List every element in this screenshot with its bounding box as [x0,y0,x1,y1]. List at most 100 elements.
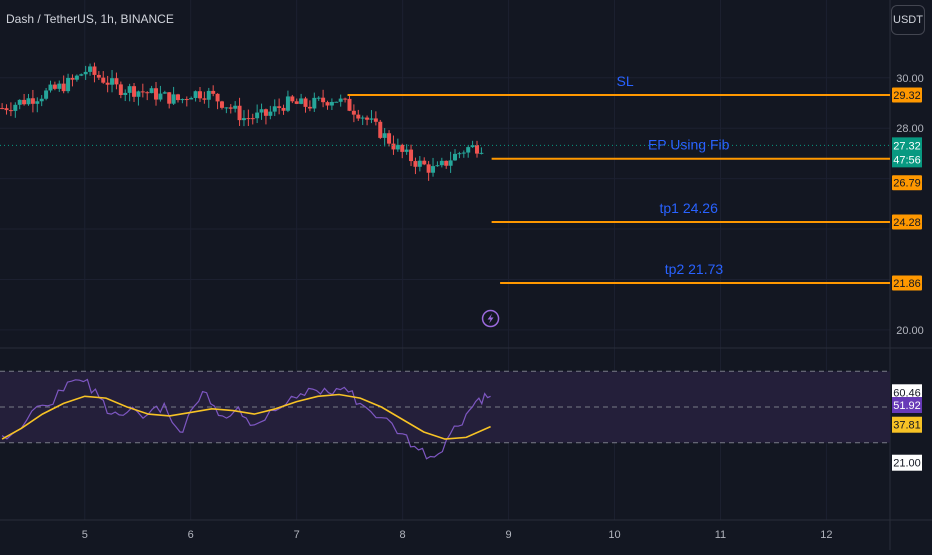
candle-body [448,160,453,166]
candle-body [395,144,400,150]
candle-body [145,92,150,94]
price-tick-label: 30.00 [896,73,924,85]
candle-body [206,90,211,100]
rsi-lower-label: 21.00 [893,458,921,470]
level-label-tp1: tp1 24.26 [659,200,718,216]
candle-body [127,86,132,93]
candle-body [48,84,53,91]
candle-body [228,107,233,109]
candle-body [237,105,242,121]
time-tick-label: 12 [820,529,832,541]
lightning-icon-circle [481,309,500,328]
candle-body [444,160,449,166]
candle-body [391,143,396,150]
candle-body [149,88,154,94]
candle-body [74,75,79,80]
rsi-lines [1,378,491,460]
level-label-tp2: tp2 21.73 [665,261,724,277]
candle-body [461,152,466,154]
candle-body [202,98,207,100]
candle-body [356,114,361,119]
candle-body [39,98,44,102]
candle-body [409,149,414,162]
rsi-ma-label: 37.81 [893,420,921,432]
time-tick-label: 7 [294,529,300,541]
candle-body [382,133,387,138]
rsi-value-label-bg [892,397,922,413]
level-price-tag-tp2-bg [892,275,922,291]
level-label-SL: SL [617,73,634,89]
rsi-lower-label-bg [892,454,922,471]
candle-body [0,108,5,110]
candle-body [110,78,115,85]
candle-body [92,66,97,75]
candle-body [281,107,286,111]
candle-body [167,92,172,104]
time-tick-label: 11 [715,529,726,541]
candle-body [8,110,13,112]
time-tick-label: 5 [82,529,88,541]
candle-body [307,106,312,109]
candle-body [316,97,321,99]
candle-body [338,98,343,102]
candle-body [299,98,304,104]
level-price-tag-EP-bg [892,175,922,191]
candle-body [66,77,71,92]
candle-body [118,84,123,96]
price-tick-label: 28.00 [896,123,924,135]
candle-body [83,71,88,75]
candle-body [321,97,326,103]
price-axis[interactable]: 30.00 28.00 20.00 29.32 26.79 24.28 21.86 27.32… [892,73,924,337]
candle-body [35,101,40,104]
candle-body [241,118,246,121]
time-tick-label: 6 [188,529,194,541]
candle-body [417,160,422,167]
candle-body [219,101,224,108]
candle-body [211,90,216,94]
candle-body [79,74,84,76]
time-axis[interactable]: 5 6 7 8 9 10 11 12 [82,529,833,541]
rsi-ma-label-bg [892,416,922,433]
candle-body [360,117,365,119]
candle-body [272,106,277,112]
candle-body [193,91,198,98]
candle-body [378,121,383,138]
candle-body [277,106,282,108]
candle-body [422,160,427,165]
level-price-tag-tp1-bg [892,214,922,230]
candle-body [154,88,159,100]
time-tick-label: 8 [400,529,406,541]
candle-body [413,161,418,167]
rsi-upper-label-bg [892,384,922,401]
level-label-EP: EP Using Fib [648,137,730,153]
current-price-tag-bg [892,137,922,168]
price-tick-label: 20.00 [896,325,924,337]
candle-body [171,94,176,104]
price-levels[interactable]: SL EP Using Fib tp1 24.26 tp2 21.73 [347,73,890,284]
lightning-icon[interactable] [481,309,500,328]
candle-body [197,91,202,99]
rsi-upper-label: 60.46 [893,387,921,399]
candle-body [431,166,436,173]
candle-body [439,160,444,166]
candle-body [259,109,264,113]
candle-body [329,101,334,106]
currency-button[interactable]: USDT [891,5,925,35]
candle-body [474,145,479,154]
candle-body [233,105,238,109]
level-price-tag-SL-bg [892,87,922,103]
candle-body [44,90,49,99]
candle-body [351,110,356,115]
level-price-tag-tp2: 21.86 [893,278,921,290]
candle-body [158,93,163,100]
candle-body [426,164,431,173]
candle-body [22,99,27,105]
candle-body [347,98,352,111]
current-price-tag: 27.32 [893,140,921,152]
candle-body [373,118,378,122]
candle-body [105,82,110,85]
candle-body [294,101,299,104]
